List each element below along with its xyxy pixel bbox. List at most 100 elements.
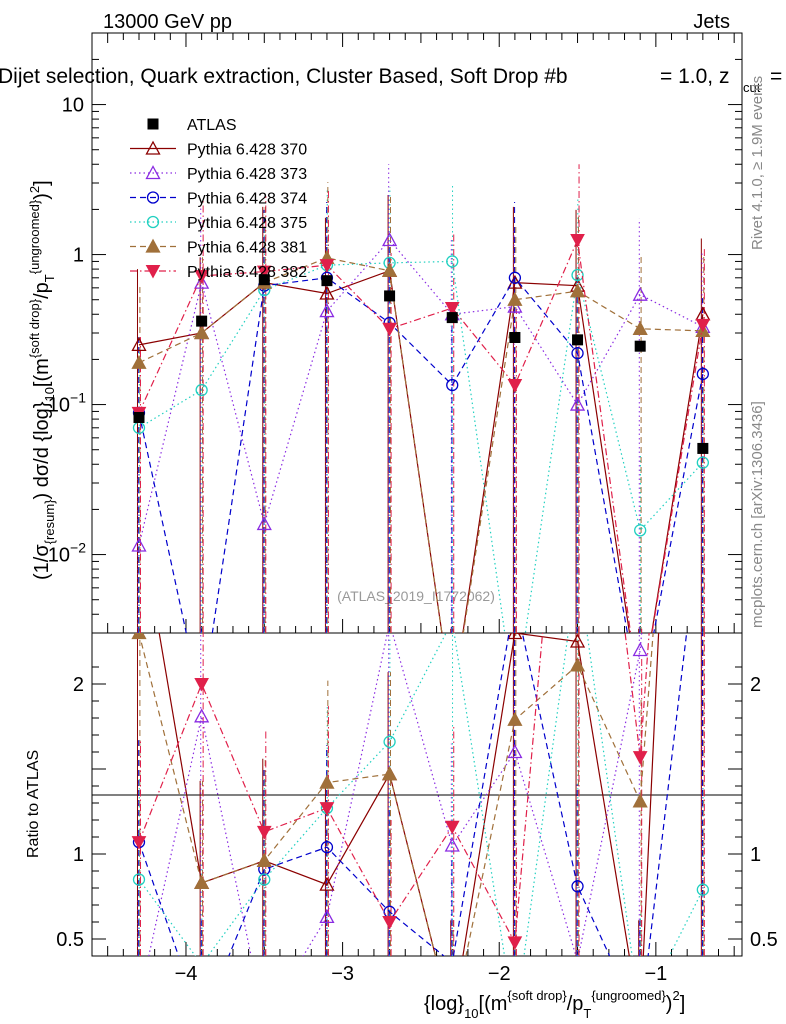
ratio-y-tick-label-right: 1 bbox=[750, 844, 761, 866]
series-marker bbox=[256, 265, 272, 280]
series-line bbox=[138, 239, 704, 546]
series-marker bbox=[696, 367, 709, 381]
chart-title-main: Dijet selection, Quark extraction, Clust… bbox=[0, 65, 568, 88]
ratio-y-tick-label-right: 2 bbox=[750, 674, 761, 696]
series-line bbox=[138, 257, 703, 633]
atlas-data-point bbox=[446, 312, 458, 324]
series-marker bbox=[508, 271, 522, 284]
series-marker bbox=[507, 379, 523, 393]
series-marker bbox=[194, 269, 209, 284]
ratio-y-axis-title: Ratio to ATLAS bbox=[25, 750, 42, 858]
series-marker bbox=[319, 285, 335, 300]
series-marker bbox=[381, 232, 398, 247]
ratio-plot-area bbox=[131, 633, 709, 956]
legend-marker bbox=[147, 118, 159, 130]
x-axis: −4 −3 −2 −1 bbox=[91, 33, 735, 985]
series-marker bbox=[632, 286, 648, 301]
legend-marker bbox=[145, 265, 161, 279]
ratio-marker bbox=[507, 633, 523, 640]
ratio-marker bbox=[382, 916, 397, 930]
series-marker bbox=[446, 255, 459, 268]
analysis-watermark: (ATLAS_2019_I1772062) bbox=[337, 588, 495, 604]
legend-entry-label: Pythia 6.428 381 bbox=[187, 240, 307, 257]
legend-marker bbox=[145, 238, 161, 253]
rivet-label: Rivet 4.1.0, ≥ 1.9M events bbox=[749, 76, 766, 250]
ratio-line bbox=[138, 633, 654, 956]
ratio-marker bbox=[320, 841, 334, 854]
legend-entry-label: ATLAS bbox=[187, 117, 237, 134]
series-marker bbox=[695, 318, 711, 333]
series-marker bbox=[632, 320, 648, 335]
ratio-marker bbox=[319, 909, 335, 924]
ratio-marker bbox=[319, 876, 335, 891]
series-marker bbox=[131, 354, 147, 369]
ratio-marker bbox=[507, 936, 523, 950]
main-y-tick-label: 10 bbox=[62, 95, 84, 117]
series-marker bbox=[444, 302, 460, 316]
series-marker bbox=[446, 378, 459, 392]
x-tick-label: −4 bbox=[175, 963, 198, 985]
series-marker bbox=[569, 283, 586, 298]
energy-label: 13000 GeV pp bbox=[103, 11, 232, 33]
chart-title-eq: = bbox=[770, 65, 782, 88]
series-marker bbox=[194, 274, 210, 289]
ratio-line bbox=[138, 633, 688, 956]
ratio-line bbox=[138, 633, 650, 945]
atlas-data-point bbox=[258, 274, 270, 286]
atlas-data-point bbox=[384, 290, 396, 302]
ratio-marker bbox=[256, 825, 272, 840]
ratio-marker bbox=[696, 883, 709, 896]
ratio-marker bbox=[194, 708, 210, 723]
legend-entry-label: Pythia 6.428 370 bbox=[187, 142, 307, 159]
chart-title-beta: = 1.0, z bbox=[660, 65, 729, 88]
mcplots-label: mcplots.cern.ch [arXiv:1306.3436] bbox=[749, 401, 766, 628]
ratio-marker bbox=[256, 852, 272, 867]
chart-title-cut: cut bbox=[743, 80, 761, 95]
series-marker bbox=[696, 456, 709, 469]
ratio-marker bbox=[131, 836, 147, 850]
ratio-y-tick-label-left: 0.5 bbox=[56, 929, 84, 951]
ratio-marker bbox=[132, 873, 146, 886]
main-y-tick-label: 1 bbox=[73, 245, 84, 267]
series-marker bbox=[569, 396, 586, 411]
atlas-data-point bbox=[697, 442, 709, 454]
ratio-marker bbox=[194, 875, 210, 890]
ratio-marker bbox=[632, 642, 648, 657]
ratio-marker bbox=[507, 711, 523, 726]
series-marker bbox=[507, 291, 523, 306]
legend-marker bbox=[146, 215, 160, 229]
atlas-data-point bbox=[321, 275, 333, 287]
legend-marker bbox=[145, 165, 161, 180]
ratio-marker bbox=[381, 766, 398, 781]
series-marker bbox=[319, 303, 335, 318]
atlas-data-point bbox=[509, 331, 521, 343]
atlas-data-point bbox=[634, 340, 646, 352]
series-marker bbox=[634, 524, 647, 537]
ratio-marker bbox=[319, 802, 335, 816]
series-line bbox=[138, 237, 704, 633]
ratio-marker bbox=[444, 837, 460, 852]
series-marker bbox=[570, 234, 585, 248]
atlas-data-point bbox=[572, 334, 584, 346]
series-marker bbox=[256, 516, 272, 531]
ratio-marker bbox=[258, 873, 271, 886]
series-marker bbox=[571, 268, 584, 282]
series-line bbox=[138, 260, 704, 633]
ratio-marker bbox=[194, 678, 209, 692]
ratio-marker bbox=[571, 880, 584, 893]
ratio-marker bbox=[569, 633, 586, 648]
series-marker bbox=[381, 262, 398, 277]
legend-marker bbox=[146, 191, 160, 204]
ratio-y-tick-label-right: 0.5 bbox=[750, 929, 778, 951]
ratio-y-tick-label-left: 2 bbox=[73, 674, 84, 696]
ratio-marker bbox=[319, 774, 335, 789]
ratio-y-axis: 0.5 0.5 1 1 2 2 bbox=[56, 666, 778, 951]
ratio-marker bbox=[569, 657, 586, 672]
main-plot-area bbox=[131, 164, 711, 633]
ratio-marker bbox=[632, 751, 648, 765]
series-marker bbox=[319, 259, 335, 273]
ratio-line bbox=[148, 633, 643, 956]
ratio-marker bbox=[383, 735, 396, 748]
